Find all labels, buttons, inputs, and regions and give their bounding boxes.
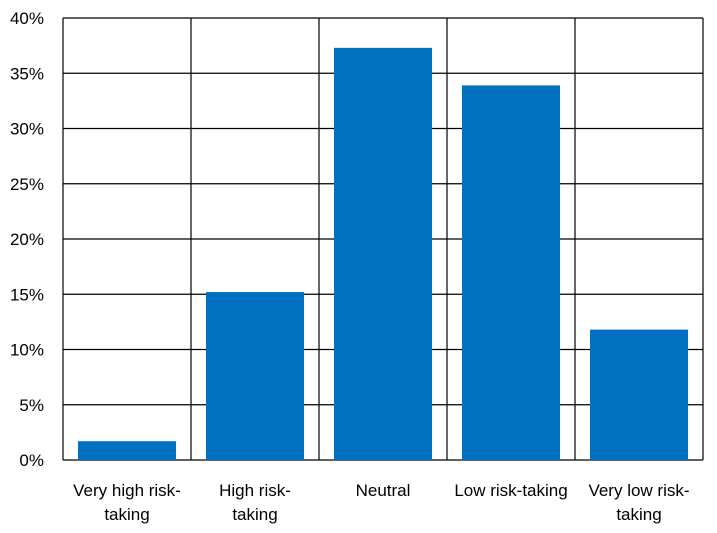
- bar-0: [78, 441, 176, 460]
- bars: [78, 47, 688, 461]
- bar-2: [334, 47, 432, 461]
- y-tick-label: 5%: [19, 396, 44, 415]
- y-tick-label: 15%: [10, 285, 44, 304]
- x-category-label: Low risk-taking: [454, 481, 567, 500]
- x-category-label: Very low risk-taking: [588, 481, 689, 524]
- bar-3: [462, 85, 560, 460]
- x-category-label: Neutral: [356, 481, 411, 500]
- bar-1: [206, 292, 304, 460]
- x-axis-category-labels: Very high risk-taking High risk-taking Neu…: [73, 481, 689, 524]
- y-tick-label: 20%: [10, 230, 44, 249]
- x-category-label: High risk-taking: [219, 481, 291, 524]
- y-tick-label: 10%: [10, 341, 44, 360]
- y-tick-label: 35%: [10, 64, 44, 83]
- x-category-label: Very high risk-taking: [73, 481, 181, 524]
- y-tick-label: 25%: [10, 175, 44, 194]
- y-tick-label: 40%: [10, 9, 44, 28]
- y-tick-label: 0%: [19, 451, 44, 470]
- y-axis-tick-labels: 0% 5% 10% 15% 20% 25% 30% 35% 40%: [10, 9, 44, 470]
- bar-4: [590, 329, 688, 460]
- y-tick-label: 30%: [10, 120, 44, 139]
